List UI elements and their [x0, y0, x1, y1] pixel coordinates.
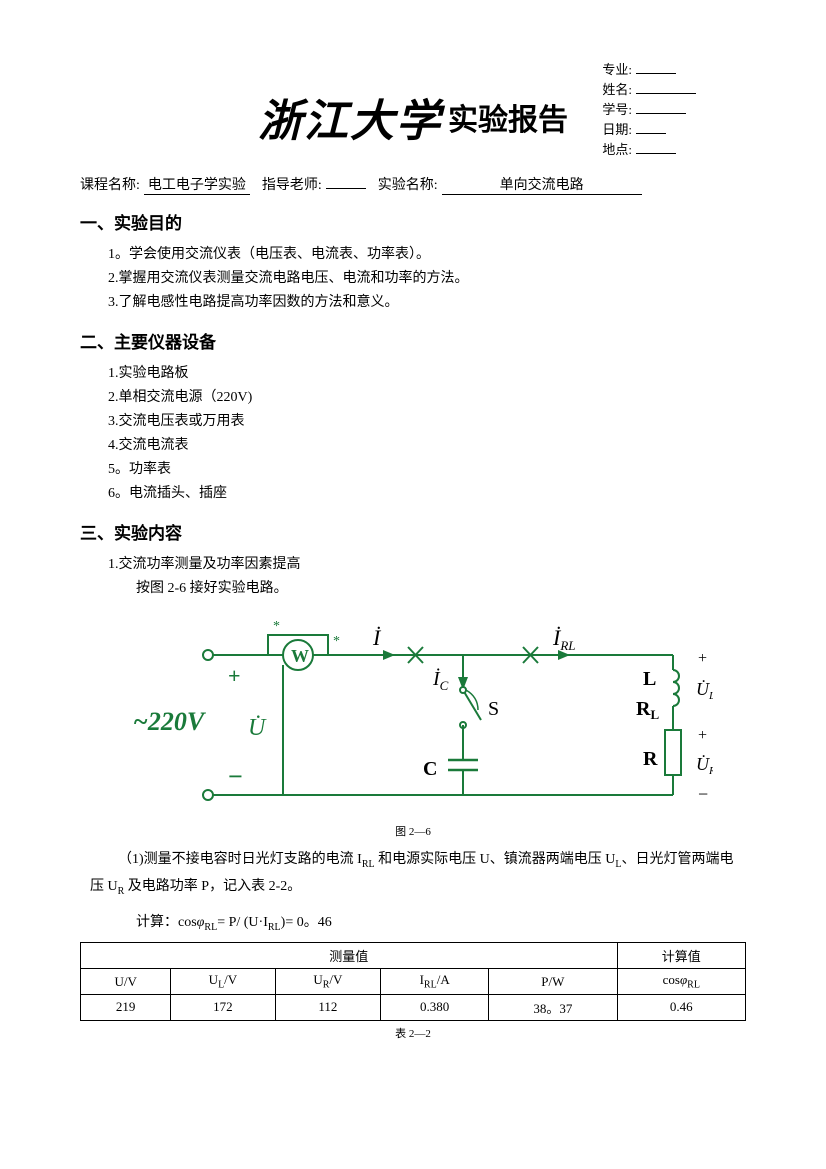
- svg-text:RL: RL: [636, 698, 659, 722]
- svg-text:İC: İC: [432, 667, 449, 693]
- course-label: 课程名称:: [80, 174, 140, 194]
- calculation: 计算：cosφRL= P/ (U·IRL)= 0。46: [136, 911, 746, 933]
- s2-item-5: 5。功率表: [108, 459, 746, 481]
- cell-3: 0.380: [381, 994, 489, 1020]
- university-name: 浙江大学: [258, 85, 442, 149]
- teacher-label: 指导老师:: [262, 174, 322, 194]
- exp-label: 实验名称:: [378, 174, 438, 194]
- svg-text:U̇L: U̇L: [696, 678, 713, 702]
- circuit-caption: 图 2—6: [80, 823, 746, 839]
- col-2: UR/V: [275, 969, 381, 995]
- data-table: 测量值 计算值 U/V UL/V UR/V IRL/A P/W cosφRL 2…: [80, 942, 746, 1021]
- svg-text:U̇R: U̇R: [696, 753, 713, 777]
- s2-item-3: 3.交流电压表或万用表: [108, 411, 746, 433]
- header-info-block: 专业: 姓名: 学号: 日期: 地点:: [602, 60, 696, 160]
- svg-text:W: W: [291, 646, 309, 666]
- col-5: cosφRL: [617, 969, 745, 995]
- course-value: 电工电子学实验: [144, 174, 250, 195]
- id-label: 学号:: [602, 100, 632, 120]
- s2-item-6: 6。电流插头、插座: [108, 483, 746, 505]
- svg-text:İ: İ: [372, 625, 382, 650]
- svg-text:İRL: İRL: [552, 625, 576, 653]
- svg-text:R: R: [643, 748, 658, 770]
- exp-value: 单向交流电路: [442, 174, 642, 195]
- svg-text:*: *: [273, 619, 280, 634]
- s1-item-3: 3.了解电感性电路提高功率因数的方法和意义。: [108, 292, 746, 314]
- section-2-content: 1.实验电路板 2.单相交流电源（220V) 3.交流电压表或万用表 4.交流电…: [108, 363, 746, 505]
- paragraph-1: （1)测量不接电容时日光灯支路的电流 IRL 和电源实际电压 U、镇流器两端电压…: [90, 849, 736, 903]
- col-4: P/W: [489, 969, 617, 995]
- s2-item-2: 2.单相交流电源（220V): [108, 387, 746, 409]
- th-calc: 计算值: [617, 943, 745, 969]
- s3-item-1: 1.交流功率测量及功率因素提高: [108, 554, 746, 576]
- place-label: 地点:: [602, 140, 632, 160]
- course-row: 课程名称: 电工电子学实验 指导老师: 实验名称: 单向交流电路: [80, 174, 746, 195]
- cell-4: 38。37: [489, 994, 617, 1020]
- table-caption: 表 2—2: [80, 1025, 746, 1041]
- section-1-content: 1。学会使用交流仪表（电压表、电流表、功率表）。 2.掌握用交流仪表测量交流电路…: [108, 244, 746, 314]
- svg-text:+: +: [228, 663, 241, 688]
- svg-text:S: S: [488, 698, 499, 720]
- svg-text:+: +: [698, 650, 707, 667]
- s1-item-2: 2.掌握用交流仪表测量交流电路电压、电流和功率的方法。: [108, 268, 746, 290]
- date-label: 日期:: [602, 120, 632, 140]
- col-3: IRL/A: [381, 969, 489, 995]
- svg-text:C: C: [423, 758, 437, 780]
- svg-text:+: +: [698, 727, 707, 744]
- voltage-label: ~220V: [133, 707, 207, 736]
- th-measured: 测量值: [81, 943, 618, 969]
- circuit-diagram: ~220V + − W * * U̇ İ İC İRL S C L RL R +…: [113, 615, 713, 815]
- svg-text:−: −: [698, 784, 708, 804]
- svg-text:*: *: [333, 634, 340, 649]
- section-1-title: 一、实验目的: [80, 209, 746, 234]
- svg-text:L: L: [643, 668, 656, 690]
- cell-0: 219: [81, 994, 171, 1020]
- s3-item-1-sub: 按图 2-6 接好实验电路。: [136, 578, 746, 600]
- section-2-title: 二、主要仪器设备: [80, 328, 746, 353]
- cell-2: 112: [275, 994, 381, 1020]
- major-label: 专业:: [602, 60, 632, 80]
- svg-text:−: −: [228, 762, 243, 791]
- name-label: 姓名:: [602, 80, 632, 100]
- section-3-content: 1.交流功率测量及功率因素提高 按图 2-6 接好实验电路。: [108, 554, 746, 600]
- col-1: UL/V: [171, 969, 275, 995]
- s1-item-1: 1。学会使用交流仪表（电压表、电流表、功率表）。: [108, 244, 746, 266]
- s2-item-4: 4.交流电流表: [108, 435, 746, 457]
- report-title: 实验报告: [448, 95, 568, 139]
- cell-5: 0.46: [617, 994, 745, 1020]
- col-0: U/V: [81, 969, 171, 995]
- svg-text:U̇: U̇: [248, 715, 267, 741]
- cell-1: 172: [171, 994, 275, 1020]
- section-3-title: 三、实验内容: [80, 519, 746, 544]
- s2-item-1: 1.实验电路板: [108, 363, 746, 385]
